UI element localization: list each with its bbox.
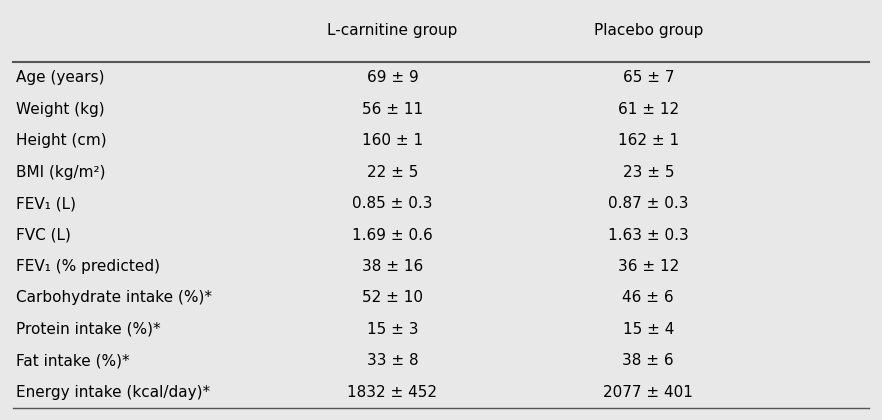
Text: 1832 ± 452: 1832 ± 452 — [348, 385, 437, 400]
Text: 46 ± 6: 46 ± 6 — [623, 290, 674, 305]
Text: 1.69 ± 0.6: 1.69 ± 0.6 — [352, 228, 433, 242]
Text: BMI (kg/m²): BMI (kg/m²) — [16, 165, 105, 180]
Text: 33 ± 8: 33 ± 8 — [367, 353, 418, 368]
Text: 162 ± 1: 162 ± 1 — [617, 133, 679, 148]
Text: 15 ± 4: 15 ± 4 — [623, 322, 674, 337]
Text: Placebo group: Placebo group — [594, 23, 703, 37]
Text: 38 ± 16: 38 ± 16 — [362, 259, 423, 274]
Text: Height (cm): Height (cm) — [16, 133, 107, 148]
Text: Fat intake (%)*: Fat intake (%)* — [16, 353, 130, 368]
Text: 160 ± 1: 160 ± 1 — [362, 133, 423, 148]
Text: 22 ± 5: 22 ± 5 — [367, 165, 418, 180]
Text: FEV₁ (% predicted): FEV₁ (% predicted) — [16, 259, 160, 274]
Text: 69 ± 9: 69 ± 9 — [367, 70, 418, 85]
Text: 65 ± 7: 65 ± 7 — [623, 70, 674, 85]
Text: 36 ± 12: 36 ± 12 — [617, 259, 679, 274]
Text: 1.63 ± 0.3: 1.63 ± 0.3 — [608, 228, 689, 242]
Text: 38 ± 6: 38 ± 6 — [623, 353, 674, 368]
Text: 61 ± 12: 61 ± 12 — [617, 102, 679, 117]
Text: 0.87 ± 0.3: 0.87 ± 0.3 — [608, 196, 689, 211]
Text: 23 ± 5: 23 ± 5 — [623, 165, 674, 180]
Text: Age (years): Age (years) — [16, 70, 104, 85]
Text: FEV₁ (L): FEV₁ (L) — [16, 196, 76, 211]
Text: 2077 ± 401: 2077 ± 401 — [603, 385, 693, 400]
Text: Weight (kg): Weight (kg) — [16, 102, 104, 117]
Text: L-carnitine group: L-carnitine group — [327, 23, 458, 37]
Text: Protein intake (%)*: Protein intake (%)* — [16, 322, 161, 337]
Text: Carbohydrate intake (%)*: Carbohydrate intake (%)* — [16, 290, 212, 305]
Text: 0.85 ± 0.3: 0.85 ± 0.3 — [352, 196, 433, 211]
Text: 52 ± 10: 52 ± 10 — [362, 290, 423, 305]
Text: 56 ± 11: 56 ± 11 — [362, 102, 423, 117]
Text: FVC (L): FVC (L) — [16, 228, 71, 242]
Text: Energy intake (kcal/day)*: Energy intake (kcal/day)* — [16, 385, 210, 400]
Text: 15 ± 3: 15 ± 3 — [367, 322, 418, 337]
